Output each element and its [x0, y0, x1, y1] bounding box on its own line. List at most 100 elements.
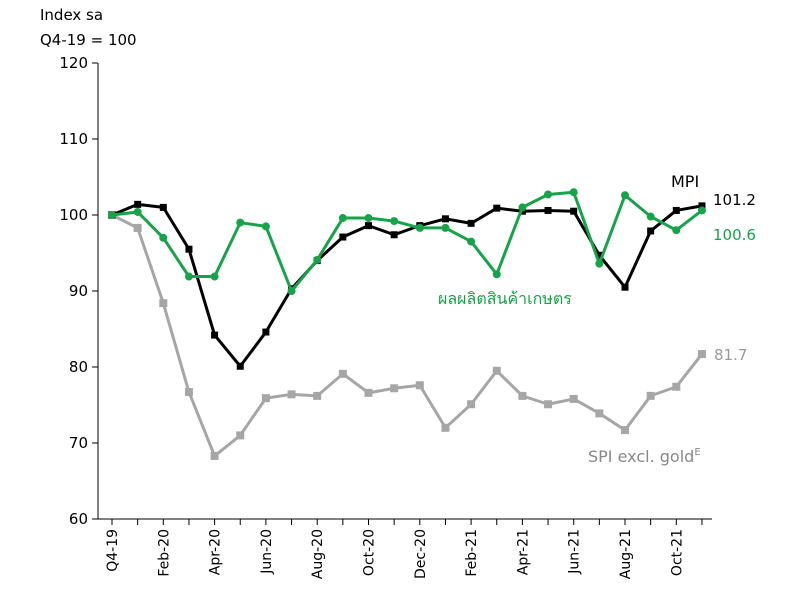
data-point: [697, 350, 706, 359]
series-label-spi-sup: E: [694, 447, 700, 458]
data-point: [544, 400, 553, 409]
data-point: [518, 203, 527, 212]
data-point: [364, 388, 373, 397]
y-tick-label: 100: [59, 206, 88, 224]
end-label-mpi: 101.2: [713, 191, 756, 209]
x-tick-label: Aug-20: [310, 529, 326, 579]
y-tick-label: 60: [69, 510, 88, 528]
data-point: [185, 245, 193, 253]
y-tick-label: 70: [69, 434, 88, 452]
axes: 60 70 80 90 100 110 120 Q4-19 Feb-20 Apr-20 Jun-20…: [59, 54, 712, 579]
data-point: [287, 390, 296, 399]
data-point: [261, 222, 270, 231]
data-point: [313, 391, 322, 400]
series-0: [108, 200, 706, 370]
series-2: [108, 211, 706, 460]
x-tick-label: Dec-20: [413, 529, 429, 579]
data-point: [159, 203, 167, 211]
data-point: [390, 231, 398, 239]
y-tick-label: 80: [69, 358, 88, 376]
end-label-spi: 81.7: [714, 346, 747, 364]
data-point: [569, 394, 578, 403]
data-point: [134, 200, 142, 208]
x-tick-label: Q4-19: [105, 529, 121, 572]
data-point: [672, 226, 681, 235]
data-point: [338, 214, 347, 223]
data-point: [441, 223, 450, 232]
data-point: [569, 188, 578, 197]
data-point: [595, 251, 603, 259]
x-tick-label: Feb-20: [156, 529, 172, 577]
data-point: [467, 237, 476, 246]
y-tick-label: 120: [59, 54, 88, 72]
data-point: [184, 388, 193, 397]
data-point: [236, 218, 245, 227]
data-point: [210, 451, 219, 460]
data-point: [210, 272, 219, 281]
data-point: [159, 233, 168, 242]
data-point: [621, 426, 629, 435]
series-label-agri: ผลผลิตสินค้าเกษตร: [438, 289, 572, 308]
y-tick-label: 110: [59, 130, 88, 148]
data-point: [672, 206, 680, 214]
series-label-spi: SPI excl. goldE: [588, 447, 701, 466]
data-point: [364, 214, 373, 223]
data-point: [544, 206, 552, 214]
series-label-spi-text: SPI excl. gold: [588, 447, 694, 466]
data-point: [287, 287, 296, 295]
x-tick-label: Jun-21: [567, 529, 583, 575]
x-tick-label: Apr-20: [208, 529, 224, 575]
data-point: [544, 190, 553, 199]
y-tick-label: 90: [69, 282, 88, 300]
data-point: [415, 223, 424, 232]
data-point: [236, 431, 245, 440]
data-point: [646, 212, 655, 221]
series-line: [111, 190, 703, 293]
data-point: [595, 409, 604, 418]
x-tick-label: Apr-21: [515, 529, 531, 575]
series-1: [108, 188, 706, 295]
series-layer: [108, 188, 706, 460]
data-point: [672, 382, 681, 391]
series-label-mpi: MPI: [671, 172, 699, 191]
data-point: [441, 423, 450, 432]
data-point: [467, 219, 475, 227]
data-point: [646, 391, 655, 400]
data-point: [698, 202, 706, 210]
unit-label-1: Index sa: [40, 6, 103, 24]
x-tick-label: Aug-21: [618, 529, 634, 579]
end-label-agri: 100.6: [713, 226, 756, 244]
data-point: [493, 204, 501, 212]
data-point: [570, 207, 578, 215]
data-point: [108, 211, 116, 219]
data-point: [621, 283, 629, 291]
x-tick-label: Jun-20: [259, 529, 275, 575]
data-point: [518, 391, 527, 400]
unit-label-2: Q4-19 = 100: [40, 31, 137, 49]
series-line: [111, 202, 703, 368]
data-point: [313, 255, 322, 264]
data-point: [492, 270, 501, 279]
series-line: [111, 213, 704, 458]
data-point: [262, 328, 270, 336]
data-point: [415, 381, 424, 390]
data-point: [621, 191, 629, 200]
data-point: [236, 362, 244, 370]
data-point: [390, 217, 399, 226]
data-point: [647, 227, 655, 235]
x-tick-label: Feb-21: [464, 529, 480, 577]
data-point: [184, 272, 193, 281]
data-point: [339, 233, 347, 241]
data-point: [133, 207, 142, 216]
data-point: [159, 299, 168, 308]
data-point: [133, 223, 142, 232]
data-point: [365, 222, 372, 230]
data-point: [441, 215, 449, 223]
x-tick-label: Oct-21: [669, 529, 685, 576]
data-point: [492, 366, 501, 375]
data-point: [595, 259, 604, 268]
data-point: [338, 369, 347, 378]
data-point: [261, 394, 270, 403]
x-tick-label: Oct-20: [362, 529, 378, 576]
